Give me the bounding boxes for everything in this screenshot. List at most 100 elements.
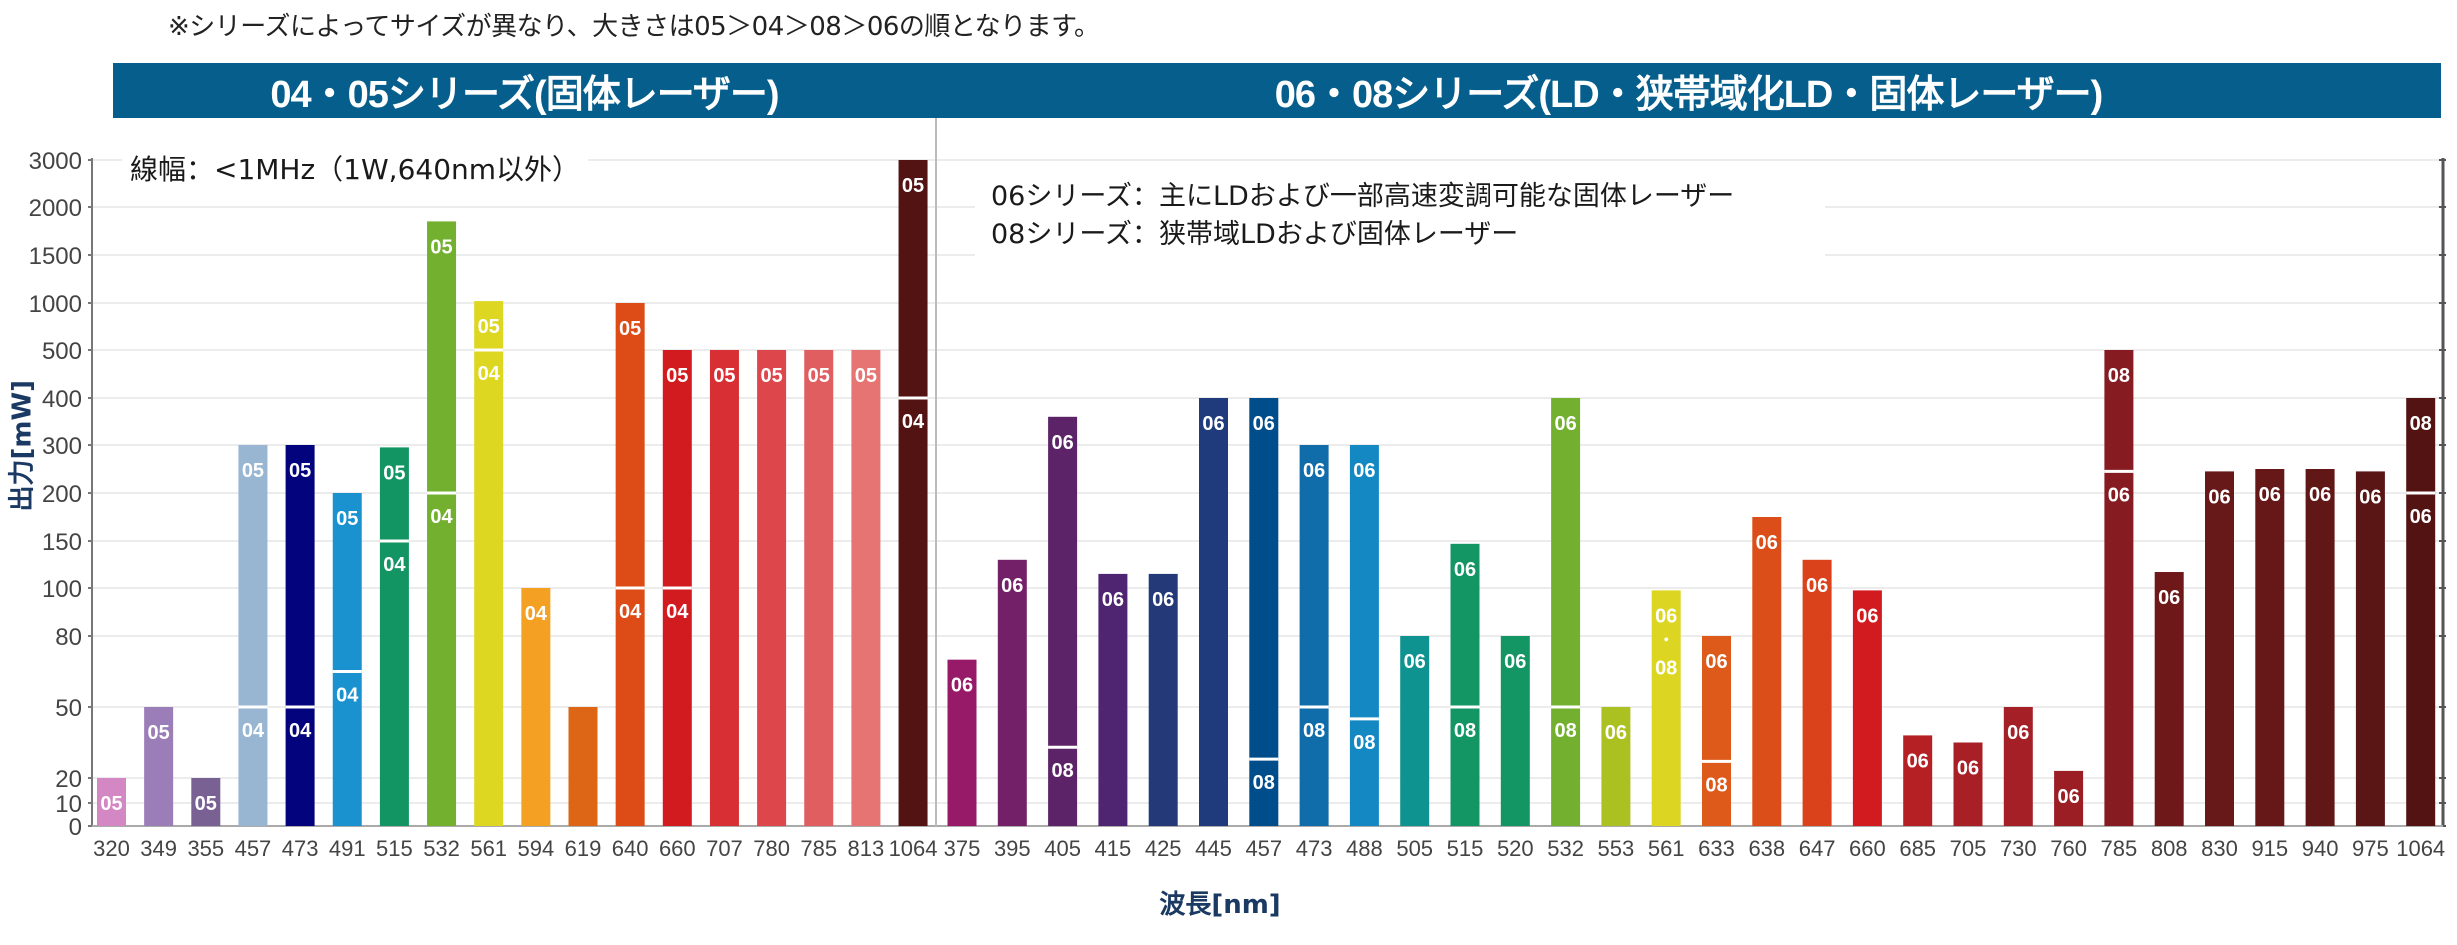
bar bbox=[1199, 398, 1228, 826]
y-tick-label: 10 bbox=[55, 791, 82, 818]
bar-series-label: 04 bbox=[619, 601, 642, 623]
y-tick-label: 400 bbox=[42, 386, 82, 413]
bar bbox=[379, 447, 409, 826]
x-tick-label: 375 bbox=[944, 836, 981, 861]
x-tick-label: 685 bbox=[1899, 836, 1936, 861]
bar bbox=[427, 221, 457, 826]
bar bbox=[2054, 770, 2084, 826]
bar bbox=[2003, 707, 2033, 826]
bar bbox=[947, 659, 977, 826]
bar-series-label: 04 bbox=[525, 603, 548, 625]
bar-series-label: 06 bbox=[1806, 575, 1828, 597]
bar-series-label: 05 bbox=[902, 175, 924, 197]
bar bbox=[1702, 636, 1731, 826]
y-tick-label: 200 bbox=[42, 481, 82, 508]
bar bbox=[97, 778, 126, 826]
linewidth-note: 線幅：<1MHz（1W,640nm以外） bbox=[122, 148, 589, 188]
x-tick-label: 515 bbox=[1447, 836, 1484, 861]
bar-series-label: 05 bbox=[619, 318, 641, 340]
x-tick-label: 975 bbox=[2352, 836, 2389, 861]
bar-series-label: 08 bbox=[1705, 774, 1727, 796]
bar-series-label: 04 bbox=[383, 554, 406, 576]
bar bbox=[144, 707, 174, 826]
bar bbox=[898, 160, 928, 826]
y-tick-label: 2000 bbox=[29, 195, 82, 222]
series-legend: 06シリーズ：主にLDおよび一部高速変調可能な固体レーザー 08シリーズ：狭帯域… bbox=[975, 172, 1825, 262]
bar-series-label: 08 bbox=[1303, 720, 1325, 742]
bar bbox=[1551, 398, 1581, 826]
bar-series-label: 06 bbox=[2108, 484, 2130, 506]
x-tick-label: 785 bbox=[800, 836, 837, 861]
bar-series-label: 04 bbox=[666, 601, 689, 623]
x-tick-label: 561 bbox=[470, 836, 507, 861]
bar bbox=[709, 350, 739, 826]
bar bbox=[1450, 543, 1480, 826]
bar-series-label: 06 bbox=[1957, 758, 1979, 780]
x-tick-label: 619 bbox=[565, 836, 602, 861]
x-tick-label: 640 bbox=[612, 836, 649, 861]
bar-series-label: 04 bbox=[289, 720, 312, 742]
legend-08-series: 08シリーズ：狭帯域LDおよび固体レーザー bbox=[991, 219, 1519, 250]
y-axis-label: 出力[mW] bbox=[7, 379, 38, 512]
bar-series-label: 04 bbox=[430, 506, 453, 528]
size-order-note: ※シリーズによってサイズが異なり、大きさは05＞04＞08＞06の順となります。 bbox=[168, 12, 1100, 42]
bar bbox=[1400, 636, 1430, 826]
bar bbox=[2154, 572, 2184, 826]
legend-06-series: 06シリーズ：主にLDおよび一部高速変調可能な固体レーザー bbox=[991, 181, 1735, 212]
x-tick-label: 561 bbox=[1648, 836, 1685, 861]
bar bbox=[474, 301, 504, 827]
bar-series-label: 08 bbox=[1655, 657, 1677, 679]
bar-series-label: 04 bbox=[478, 363, 501, 385]
bar-series-label: 06 bbox=[1504, 651, 1526, 673]
bar bbox=[568, 707, 598, 826]
bar-series-label: 05 bbox=[808, 365, 830, 387]
x-tick-label: 660 bbox=[1849, 836, 1886, 861]
bar-series-label: 06 bbox=[1655, 605, 1677, 627]
bar-series-label: 05 bbox=[713, 365, 735, 387]
bar-series-label: 06 bbox=[951, 675, 973, 697]
bar-series-label: 06 bbox=[2158, 587, 2180, 609]
bar-series-label: 06 bbox=[2359, 486, 2381, 508]
bar-series-label: 05 bbox=[383, 462, 405, 484]
bar-series-label: 04 bbox=[902, 411, 925, 433]
x-tick-label: 532 bbox=[1547, 836, 1584, 861]
bar-series-label: 08 bbox=[2410, 413, 2432, 435]
y-tick-label: 300 bbox=[42, 433, 82, 460]
bar-series-label: 06 bbox=[1404, 651, 1426, 673]
x-tick-label: 940 bbox=[2302, 836, 2339, 861]
bar bbox=[615, 303, 645, 826]
bar bbox=[757, 350, 787, 826]
bar-series-label: 06 bbox=[1705, 651, 1727, 673]
bar bbox=[1148, 573, 1178, 826]
bar bbox=[1752, 517, 1782, 826]
y-tick-label: 150 bbox=[42, 529, 82, 556]
x-tick-label: 638 bbox=[1748, 836, 1785, 861]
y-tick-label: 1500 bbox=[29, 243, 82, 270]
bar bbox=[238, 445, 268, 826]
x-tick-label: 660 bbox=[659, 836, 696, 861]
bar-series-label: 05 bbox=[666, 365, 688, 387]
bar-series-label: 05 bbox=[336, 508, 358, 530]
bar-series-label: 06 bbox=[1756, 532, 1778, 554]
bar-series-label: 08 bbox=[1454, 720, 1476, 742]
x-tick-label: 415 bbox=[1095, 836, 1132, 861]
bar bbox=[2205, 471, 2234, 826]
bar-series-label: 06 bbox=[1353, 460, 1375, 482]
bar-series-label: 06 bbox=[1605, 722, 1627, 744]
x-tick-label: 633 bbox=[1698, 836, 1735, 861]
bar-series-label: 05 bbox=[289, 460, 311, 482]
y-tick-label: 0 bbox=[69, 814, 82, 841]
bar bbox=[1651, 590, 1681, 826]
x-tick-label: 780 bbox=[753, 836, 790, 861]
x-tick-label: 445 bbox=[1195, 836, 1232, 861]
x-tick-label: 457 bbox=[1245, 836, 1282, 861]
bar bbox=[2255, 469, 2285, 826]
bar-series-label: 05 bbox=[855, 365, 877, 387]
x-tick-label: 355 bbox=[187, 836, 224, 861]
bar bbox=[332, 493, 362, 826]
y-tick-label: 3000 bbox=[29, 148, 82, 175]
bar bbox=[1048, 416, 1078, 826]
bar bbox=[2305, 469, 2335, 826]
bar bbox=[1852, 590, 1882, 826]
bar-series-label: 04 bbox=[242, 720, 265, 742]
